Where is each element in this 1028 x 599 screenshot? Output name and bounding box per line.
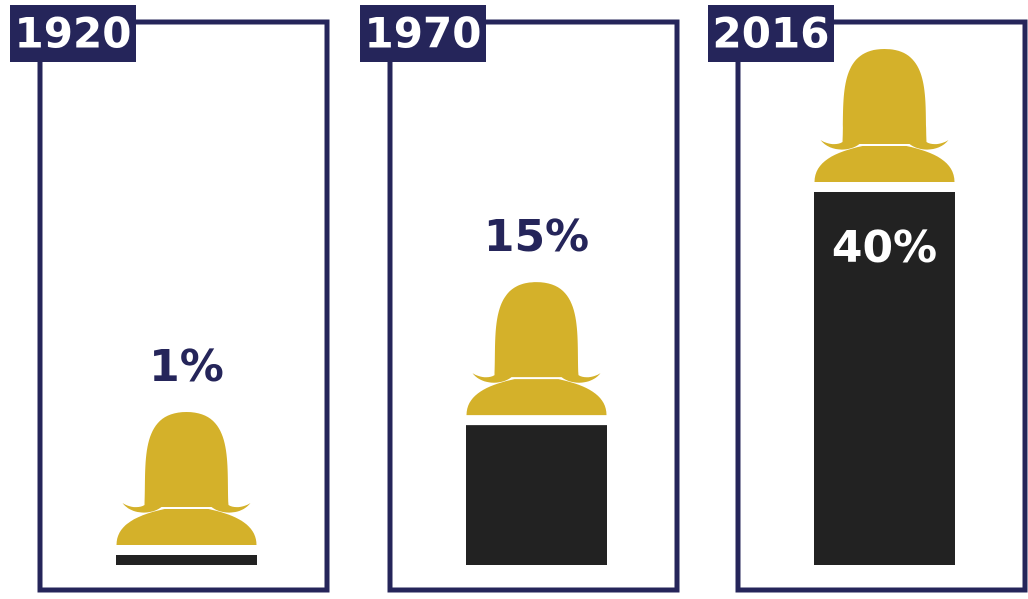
year-badge (360, 5, 486, 62)
icon-hair (122, 412, 251, 513)
year-badge (10, 5, 136, 62)
icon-hair (472, 282, 601, 383)
woman-icon (466, 282, 607, 416)
value-label: 15% (484, 211, 589, 262)
woman-icon (814, 49, 955, 182)
icon-body (116, 509, 257, 545)
value-label: 1% (149, 341, 224, 392)
bar (814, 192, 955, 565)
panel-frame (735, 19, 1028, 593)
bar (116, 555, 257, 565)
icon-hair (820, 49, 949, 150)
woman-icon (116, 412, 257, 545)
year-label: 1970 (365, 9, 482, 58)
icon-body (466, 379, 607, 416)
icon-body (814, 146, 955, 182)
bar (466, 425, 607, 565)
year-label: 1920 (15, 9, 132, 58)
year-label: 2016 (713, 9, 830, 58)
panel-frame (37, 19, 330, 593)
year-badge (708, 5, 834, 62)
value-label: 40% (832, 222, 937, 273)
panel-frame (387, 19, 680, 593)
